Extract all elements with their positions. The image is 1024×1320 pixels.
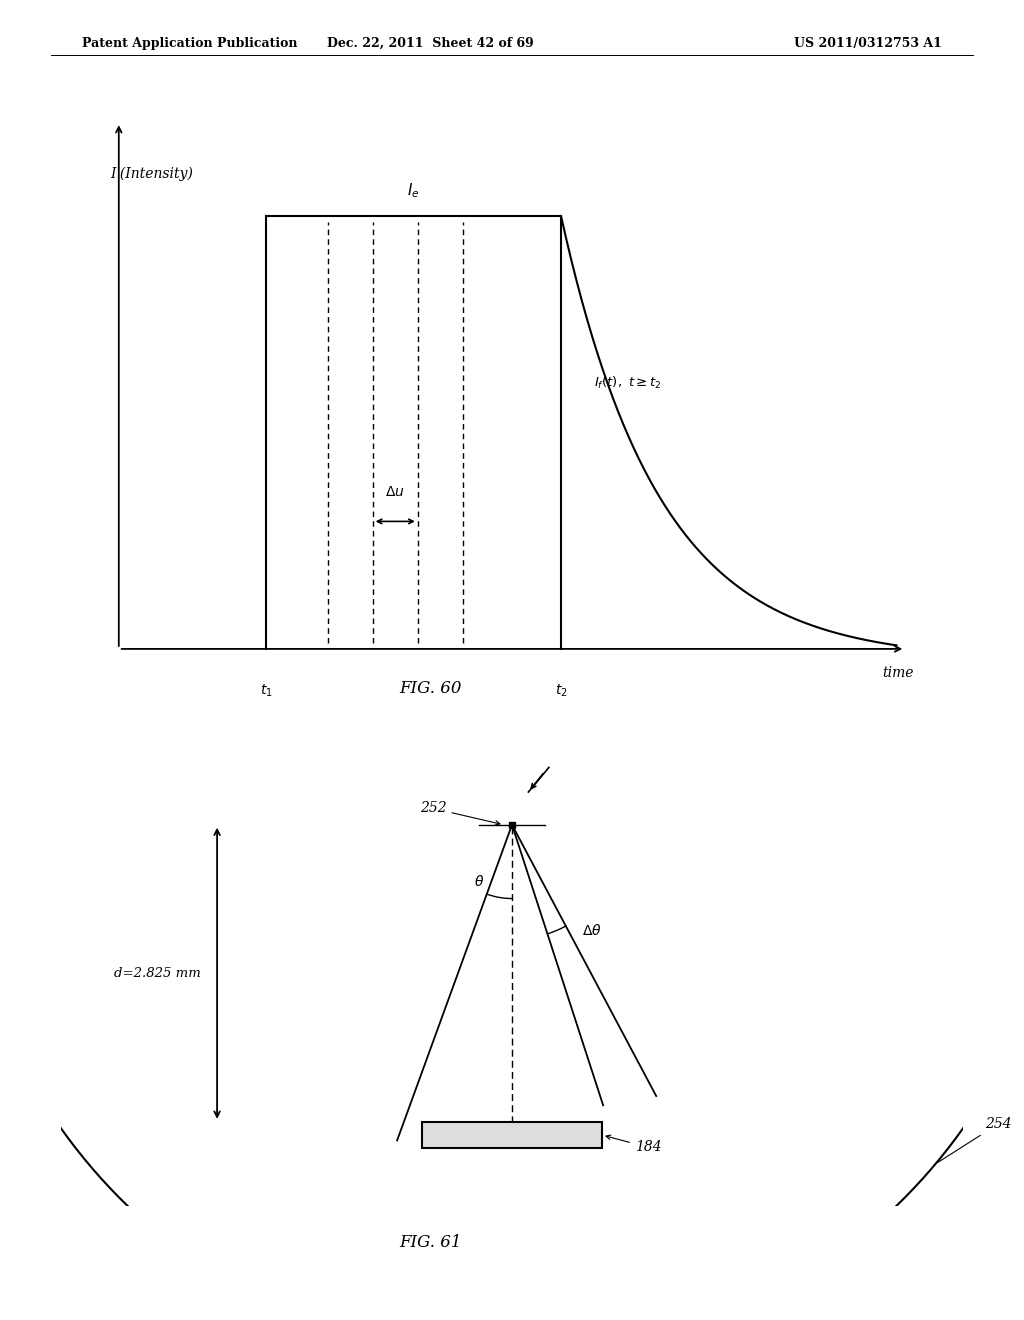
Text: 184: 184	[606, 1135, 662, 1155]
Bar	[422, 1122, 602, 1148]
Text: d=2.825 mm: d=2.825 mm	[114, 966, 201, 979]
Text: $\Delta\theta$: $\Delta\theta$	[582, 923, 601, 939]
Text: FIG. 60: FIG. 60	[398, 680, 462, 697]
Text: $I_e$: $I_e$	[408, 181, 420, 199]
Text: $\theta$: $\theta$	[474, 874, 484, 888]
Text: $t_2$: $t_2$	[555, 682, 567, 698]
Text: $t_1$: $t_1$	[260, 682, 272, 698]
Text: $\Delta u$: $\Delta u$	[385, 486, 406, 499]
Text: FIG. 61: FIG. 61	[398, 1234, 462, 1251]
Text: $I_f(t),\ t{\geq}t_2$: $I_f(t),\ t{\geq}t_2$	[594, 375, 662, 391]
Text: time: time	[882, 665, 913, 680]
Text: Patent Application Publication: Patent Application Publication	[82, 37, 297, 50]
Text: I (Intensity): I (Intensity)	[111, 166, 194, 181]
Text: 252: 252	[420, 801, 500, 825]
Text: 254: 254	[938, 1117, 1012, 1163]
Text: Dec. 22, 2011  Sheet 42 of 69: Dec. 22, 2011 Sheet 42 of 69	[327, 37, 534, 50]
Text: US 2011/0312753 A1: US 2011/0312753 A1	[795, 37, 942, 50]
